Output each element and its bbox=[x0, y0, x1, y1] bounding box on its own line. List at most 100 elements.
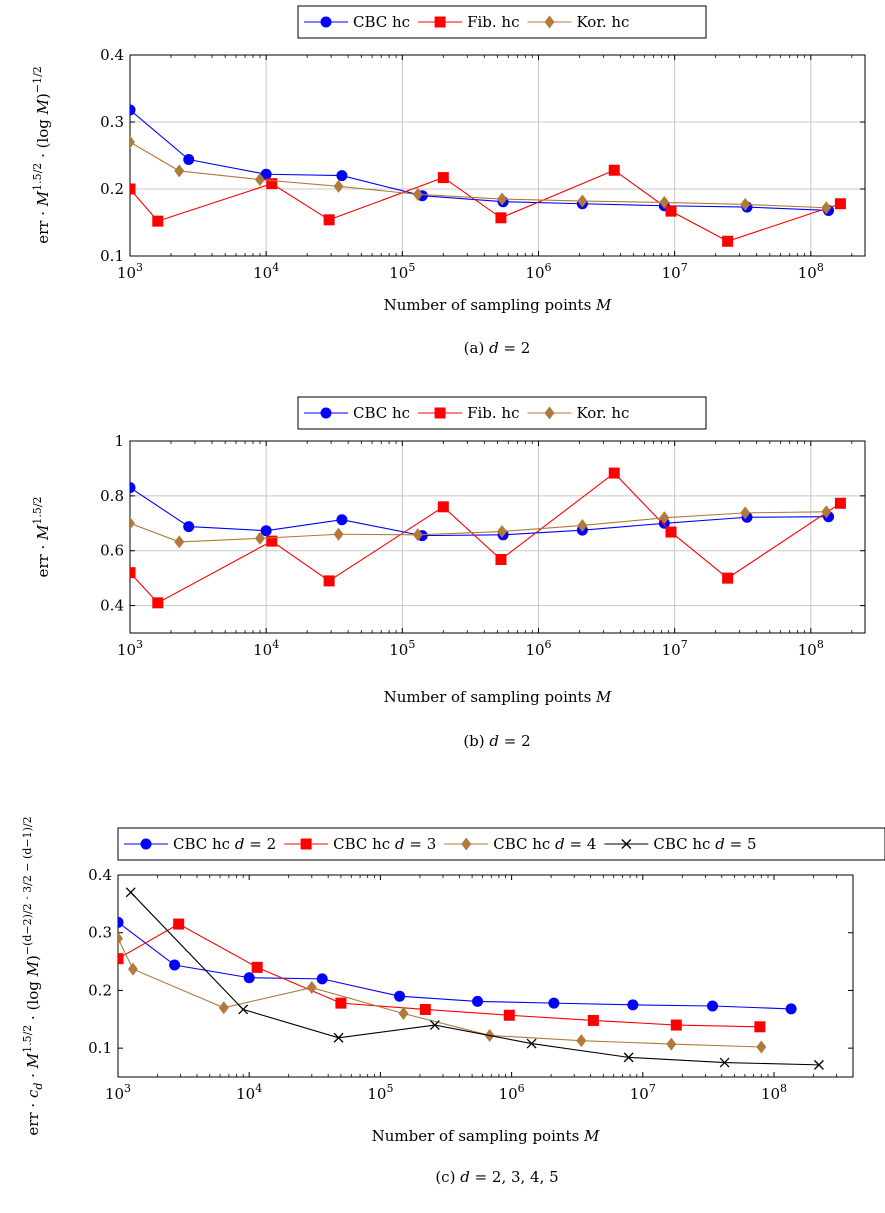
data-point bbox=[548, 997, 560, 1009]
legend-label: Fib. hc bbox=[467, 404, 519, 422]
data-point bbox=[623, 1052, 634, 1063]
series-2 bbox=[130, 467, 846, 609]
y-tick-label: 0.6 bbox=[100, 542, 124, 560]
data-point bbox=[118, 953, 124, 965]
data-point bbox=[335, 997, 347, 1009]
legend-marker bbox=[320, 16, 332, 28]
chart-panel-3: 103 104 105 106 107 108 0.1 0.2 0.3 0.4 CBC hc d =… bbox=[21, 816, 885, 1186]
y-tick-label: 0.1 bbox=[100, 247, 124, 265]
y-tick-label: 0.1 bbox=[88, 1039, 112, 1057]
data-point bbox=[169, 959, 181, 971]
legend-marker bbox=[461, 837, 472, 851]
legend-label: CBC hc d = 4 bbox=[493, 835, 596, 853]
data-point bbox=[398, 1007, 409, 1021]
y-tick-label: 0.3 bbox=[88, 924, 112, 942]
y-tick-label: 1 bbox=[114, 432, 124, 450]
x-tick-label: 108 bbox=[798, 261, 824, 282]
series-2 bbox=[118, 918, 766, 1033]
data-point bbox=[254, 531, 265, 545]
x-tick-label: 106 bbox=[525, 638, 551, 659]
legend-box bbox=[297, 5, 707, 39]
data-point bbox=[174, 164, 185, 178]
data-point bbox=[627, 999, 639, 1011]
y-axis-label: err · M1.5/2 bbox=[31, 496, 52, 577]
series-4 bbox=[125, 887, 824, 1070]
data-point bbox=[719, 1057, 730, 1068]
data-point bbox=[495, 212, 507, 224]
legend: CBC hc Fib. hc Kor. hc bbox=[297, 396, 707, 430]
data-point bbox=[722, 572, 734, 584]
plot-frame bbox=[129, 440, 866, 634]
x-tick-label: 108 bbox=[798, 638, 824, 659]
x-tick-label: 105 bbox=[389, 638, 415, 659]
legend-marker bbox=[320, 407, 332, 419]
data-point bbox=[666, 1037, 677, 1051]
data-point bbox=[577, 518, 588, 532]
data-point bbox=[670, 1019, 682, 1031]
x-tick-label: 103 bbox=[117, 638, 143, 659]
legend-label: Kor. hc bbox=[577, 13, 630, 31]
data-point bbox=[437, 172, 449, 184]
data-point bbox=[243, 972, 255, 984]
legend-label: CBC hc d = 3 bbox=[333, 835, 436, 853]
data-point bbox=[608, 164, 620, 176]
data-point bbox=[333, 179, 344, 193]
x-tick-label: 104 bbox=[236, 1082, 262, 1103]
data-point bbox=[740, 506, 751, 520]
series-1 bbox=[130, 104, 835, 216]
legend-label: CBC hc bbox=[353, 13, 410, 31]
data-point bbox=[130, 567, 136, 579]
series-line bbox=[118, 938, 762, 1048]
y-axis-label: err · cd · M1.5/2 · (log M)−(d−2)/2 · 3/… bbox=[21, 816, 45, 1135]
legend-box bbox=[117, 827, 885, 861]
data-point bbox=[254, 173, 265, 187]
data-point bbox=[412, 528, 423, 542]
x-axis-label: Number of sampling points M bbox=[384, 296, 612, 314]
legend-label: Fib. hc bbox=[467, 13, 519, 31]
chart-panel-1: 103 104 105 106 107 108 0.1 0.2 0.3 0.4 CBC hc Fib.… bbox=[31, 5, 866, 357]
data-point bbox=[130, 135, 135, 149]
x-tick-label: 105 bbox=[367, 1082, 393, 1103]
series-3 bbox=[118, 931, 767, 1054]
caption: (c) d = 2, 3, 4, 5 bbox=[435, 1168, 558, 1186]
data-point bbox=[429, 1020, 440, 1031]
series-line bbox=[118, 921, 792, 1010]
data-point bbox=[323, 214, 335, 226]
data-point bbox=[785, 1003, 797, 1015]
data-point bbox=[497, 192, 508, 206]
x-tick-label: 107 bbox=[630, 1082, 656, 1103]
data-point bbox=[323, 575, 335, 587]
plot-frame bbox=[117, 874, 854, 1078]
x-tick-label: 105 bbox=[389, 261, 415, 282]
data-point bbox=[707, 1000, 719, 1012]
grid-lines bbox=[130, 441, 865, 633]
data-point bbox=[118, 931, 123, 945]
data-point bbox=[577, 194, 588, 208]
data-point bbox=[497, 525, 508, 539]
series-3 bbox=[130, 505, 832, 549]
data-point bbox=[173, 918, 185, 930]
series-line bbox=[130, 141, 827, 209]
x-tick-label: 104 bbox=[253, 638, 279, 659]
data-point bbox=[722, 235, 734, 247]
y-tick-label: 0.4 bbox=[100, 597, 124, 615]
chart-panel-2: 103 104 105 106 107 108 0.4 0.6 0.8 1 CBC hc Fib. h… bbox=[31, 396, 866, 750]
x-tick-label: 108 bbox=[761, 1082, 787, 1103]
legend-marker bbox=[434, 16, 446, 28]
x-tick-label: 107 bbox=[662, 638, 688, 659]
data-point bbox=[333, 527, 344, 541]
legend-marker bbox=[140, 838, 152, 850]
data-point bbox=[316, 973, 328, 985]
data-point bbox=[665, 526, 677, 538]
data-point bbox=[125, 887, 136, 898]
data-point bbox=[130, 183, 136, 195]
series-line bbox=[130, 472, 841, 604]
data-point bbox=[130, 516, 135, 530]
legend-label: CBC hc bbox=[353, 404, 410, 422]
caption: (a) d = 2 bbox=[464, 339, 531, 357]
legend-marker bbox=[544, 406, 555, 420]
x-tick-label: 104 bbox=[253, 261, 279, 282]
legend-label: Kor. hc bbox=[577, 404, 630, 422]
data-point bbox=[821, 505, 832, 519]
series-line bbox=[130, 511, 827, 543]
